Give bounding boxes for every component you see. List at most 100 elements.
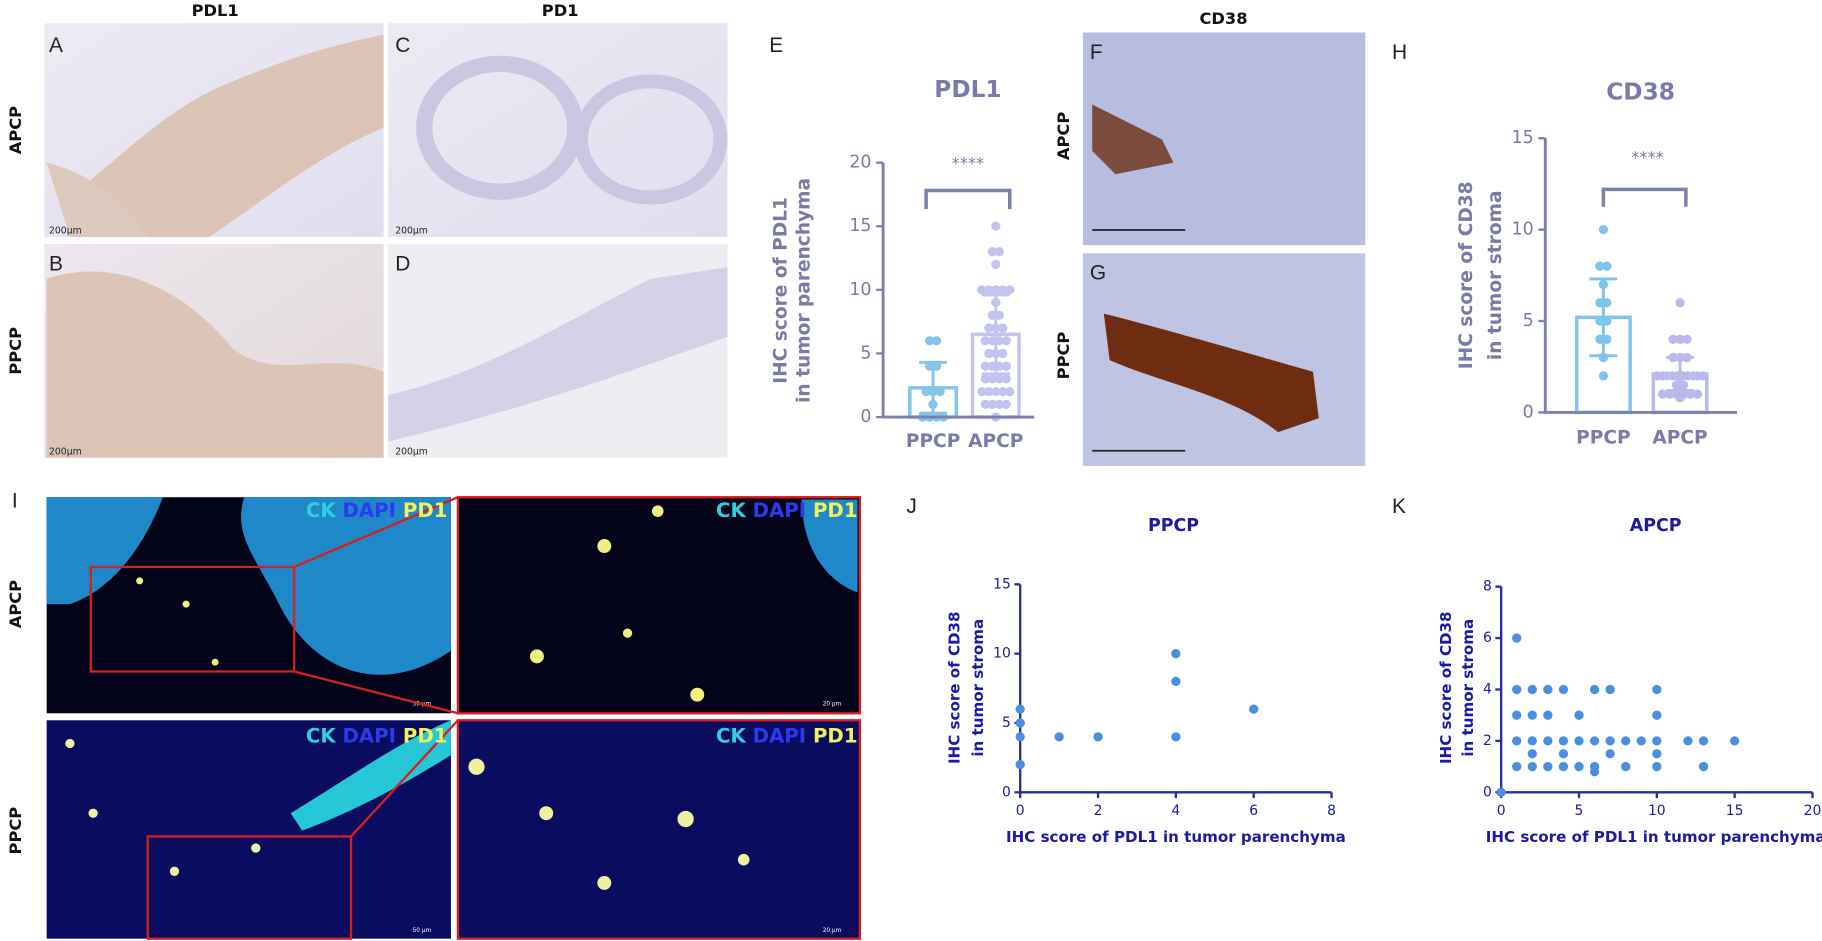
data-point	[1574, 761, 1584, 772]
data-point	[1698, 761, 1709, 772]
data-point	[1730, 736, 1740, 746]
data-point	[1527, 736, 1537, 746]
data-point	[1015, 704, 1025, 714]
data-point	[987, 399, 997, 409]
data-point	[1652, 684, 1662, 695]
data-point	[1621, 761, 1631, 772]
channel-label: DAPI	[753, 724, 806, 747]
data-point	[984, 386, 994, 397]
row-label: PPCP	[6, 327, 25, 375]
data-point	[991, 259, 1001, 270]
data-point	[931, 336, 942, 346]
y-axis-label: in tumor parenchyma	[794, 178, 815, 403]
data-point	[1249, 704, 1259, 714]
x-tick-label: APCP	[1652, 427, 1707, 448]
panel-letter: G	[1090, 262, 1106, 285]
chart-title: PDL1	[934, 76, 1001, 103]
y-axis-label: IHC score of PDL1	[770, 197, 791, 384]
x-axis-label: IHC score of PDL1 in tumor parenchyma	[1006, 828, 1346, 846]
chart-title: PPCP	[1148, 516, 1199, 536]
data-point	[984, 348, 994, 359]
row-label: PPCP	[1054, 332, 1073, 380]
channel-labels: CK DAPI PD1	[716, 724, 858, 747]
y-tick-label: 0	[1523, 402, 1534, 422]
data-point	[980, 336, 990, 346]
significance: ****	[1631, 147, 1664, 166]
data-point	[984, 323, 994, 333]
x-tick-label: PPCP	[906, 431, 960, 452]
channel-label: PD1	[403, 499, 448, 522]
x-tick-label: APCP	[968, 431, 1023, 452]
x-axis-label: IHC score of PDL1 in tumor parenchyma	[1486, 828, 1822, 846]
histology-panel: C 200μm	[388, 23, 728, 237]
data-point	[994, 374, 1004, 384]
data-point	[1512, 710, 1522, 720]
y-axis-label: IHC score of CD38	[1456, 181, 1477, 369]
scale-label: 200μm	[395, 226, 428, 237]
data-point	[1001, 374, 1011, 384]
chart-title: APCP	[1630, 516, 1682, 536]
data-point	[1005, 386, 1015, 397]
data-point	[1621, 736, 1631, 746]
channel-label: DAPI	[343, 724, 396, 747]
if-panel: 50 μm	[46, 497, 451, 714]
y-tick-label: 5	[1523, 311, 1534, 331]
error-bar	[1653, 356, 1707, 392]
data-point	[1005, 285, 1015, 295]
if-panel: 20 μm	[456, 496, 862, 715]
data-point	[1589, 767, 1600, 777]
data-point	[1171, 732, 1181, 742]
histology-panel: G	[1082, 253, 1366, 466]
data-point	[1598, 224, 1609, 235]
data-point	[1171, 676, 1181, 687]
data-point	[1558, 749, 1569, 759]
data-point	[980, 361, 990, 371]
channel-label: DAPI	[753, 499, 806, 522]
data-point	[980, 374, 990, 384]
data-point	[1589, 736, 1600, 746]
x-tick-label: 4	[1171, 803, 1180, 819]
y-tick-label: 5	[860, 343, 871, 363]
data-point	[1636, 736, 1646, 746]
data-point	[1527, 684, 1537, 695]
y-tick-label: 8	[1483, 579, 1492, 595]
row-label: APCP	[6, 580, 25, 628]
data-point	[1512, 761, 1522, 772]
data-point	[977, 386, 987, 397]
error-bar	[909, 360, 957, 415]
data-point	[1015, 732, 1025, 742]
column-header: CD38	[1199, 9, 1247, 28]
data-point	[991, 386, 1001, 397]
data-point	[1558, 761, 1569, 772]
if-panel: 20 μm	[456, 719, 862, 940]
scale-label: 200μm	[395, 446, 428, 457]
data-point	[1054, 732, 1064, 742]
data-point	[998, 386, 1008, 397]
data-point	[1001, 399, 1011, 409]
y-tick-label: 0	[1483, 784, 1492, 800]
data-point	[1652, 761, 1662, 772]
x-tick-label: 2	[1094, 803, 1103, 819]
panel-letter: H	[1392, 41, 1407, 64]
x-tick-label: 6	[1249, 803, 1258, 819]
x-tick-label: 0	[1497, 803, 1506, 819]
panel-letter: E	[769, 34, 783, 57]
x-tick-label: 8	[1327, 803, 1336, 819]
y-axis-label: in tumor stroma	[1485, 190, 1506, 360]
histology-panel: A 200μm	[44, 23, 384, 237]
data-point	[1682, 334, 1692, 344]
data-point	[1605, 749, 1615, 759]
data-point	[1668, 334, 1678, 344]
data-point	[1527, 710, 1537, 720]
significance-bracket	[924, 188, 1012, 210]
scale-label: 200μm	[49, 446, 82, 457]
data-point	[984, 285, 994, 295]
data-point	[1001, 361, 1011, 371]
axes	[1543, 138, 1737, 414]
data-point	[1543, 710, 1553, 720]
channel-label: PD1	[813, 499, 858, 522]
if-panel: 50 μm	[46, 720, 451, 940]
data-point	[1598, 371, 1609, 381]
data-point	[935, 386, 945, 397]
